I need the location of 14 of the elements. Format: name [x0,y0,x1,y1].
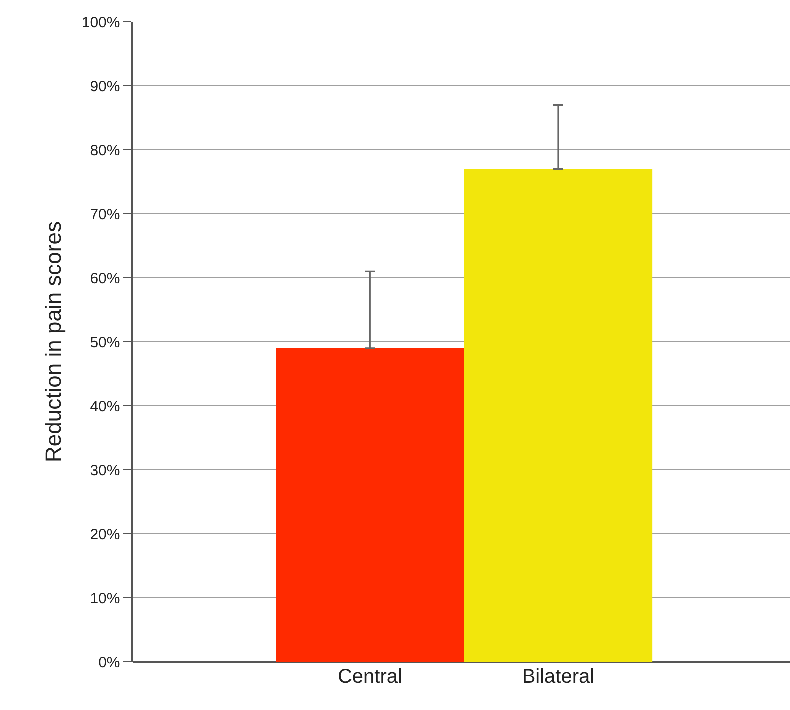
x-tick-label: Central [338,666,402,688]
y-tick-label: 70% [90,206,120,224]
y-tick-label: 90% [90,78,120,96]
y-tick-label: 40% [90,398,120,416]
y-tick-label: 100% [82,14,120,32]
y-tick-label: 60% [90,270,120,288]
y-tick-label: 50% [90,334,120,352]
y-axis-title: Reduction in pain scores [41,222,66,462]
y-tick-label: 0% [98,654,120,672]
y-tick-label: 20% [90,526,120,544]
y-tick-label: 10% [90,590,120,608]
y-tick-label: 30% [90,462,120,480]
x-tick-label: Bilateral [522,666,595,688]
y-tick-label: 80% [90,142,120,160]
